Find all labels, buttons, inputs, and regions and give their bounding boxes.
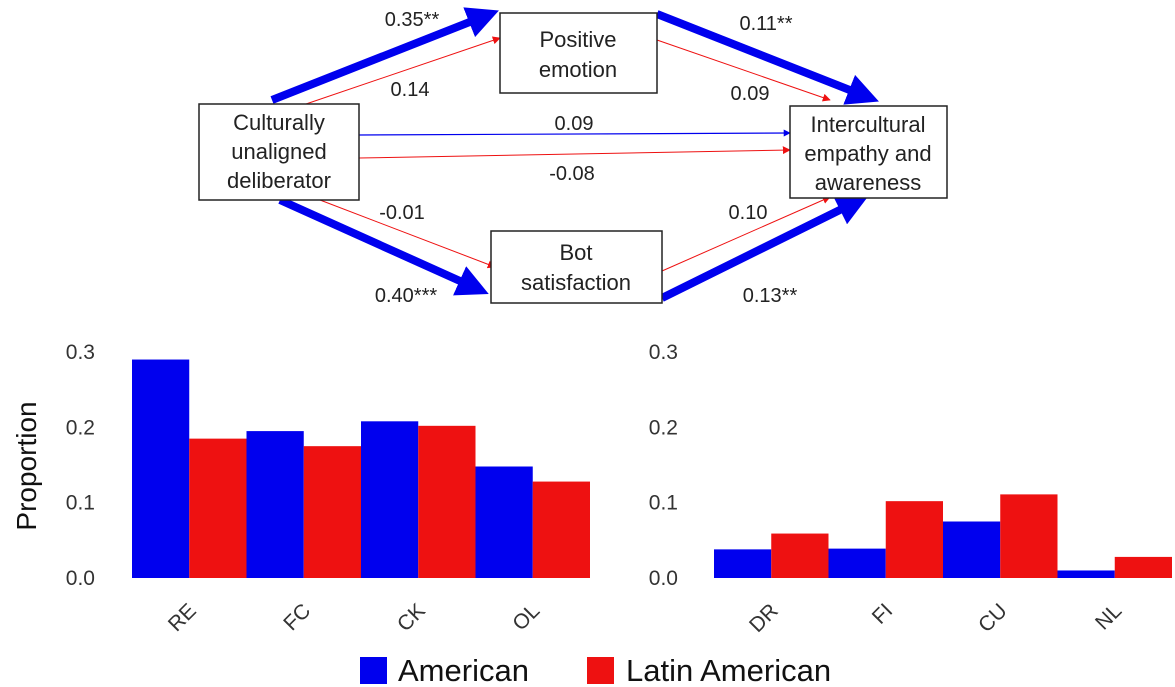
node-positive-emotion-line-2: emotion (539, 57, 617, 82)
legend-label-american: American (398, 653, 529, 687)
bar-chart-right: 0.0 0.1 0.2 0.3 DR FI CU NL (649, 341, 1172, 637)
path-american-cu-to-ic (358, 129, 791, 137)
bar-right-cu-latin-american (1000, 494, 1058, 578)
bar-right-dr-latin-american (771, 533, 829, 578)
x-tick-label-ol: OL (508, 599, 544, 635)
x-tick-label-fc: FC (279, 599, 315, 635)
x-tick-label-cu: CU (974, 599, 1012, 637)
path-american-bs-to-ic (660, 195, 869, 302)
node-bot-satisfaction-line-2: satisfaction (521, 270, 631, 295)
x-tick-label-ck: CK (393, 599, 430, 636)
y-tick-label-left-0: 0.0 (66, 567, 95, 590)
y-tick-label-right-3: 0.3 (649, 341, 678, 364)
node-positive-emotion (499, 12, 658, 94)
x-tick-label-re: RE (164, 599, 201, 636)
node-intercultural-line-2: empathy and (804, 141, 931, 166)
bar-right-fi-latin-american (885, 501, 943, 578)
y-tick-label-left-3: 0.3 (66, 341, 95, 364)
x-tick-label-dr: DR (745, 599, 783, 637)
bar-right-cu-american (943, 521, 1001, 578)
node-bot-satisfaction (490, 230, 663, 304)
legend: American Latin American (360, 653, 831, 687)
path-latin-cu-to-bs (319, 199, 496, 269)
bar-left-fc-latin-american (303, 446, 361, 578)
coef-american-cu-to-bs: 0.40*** (375, 285, 437, 307)
node-culturally-unaligned-line-3: deliberator (227, 168, 331, 193)
y-tick-label-right-0: 0.0 (649, 567, 678, 590)
path-diagram: Positive emotion Culturally unaligned de… (198, 7, 948, 307)
node-culturally-unaligned-line-2: unaligned (231, 139, 326, 164)
coef-american-cu-to-pe: 0.35** (385, 9, 440, 31)
bar-left-ck-latin-american (418, 425, 476, 578)
coef-latin-bs-to-ic: 0.10 (729, 202, 768, 224)
y-tick-label-left-2: 0.2 (66, 416, 95, 439)
y-axis-title: Proportion (11, 401, 42, 530)
x-tick-label-fi: FI (868, 599, 897, 628)
bar-left-ol-latin-american (532, 481, 590, 578)
coef-latin-cu-to-pe: 0.14 (391, 79, 430, 101)
y-tick-label-right-2: 0.2 (649, 416, 678, 439)
bar-chart-left: 0.0 0.1 0.2 0.3 RE FC CK OL (66, 341, 590, 636)
coef-latin-pe-to-ic: 0.09 (731, 83, 770, 105)
bar-left-re-american (132, 359, 190, 578)
node-bot-satisfaction-line-1: Bot (559, 240, 592, 265)
path-american-cu-to-bs (278, 196, 489, 296)
bar-left-fc-american (246, 431, 304, 578)
path-american-cu-to-pe (270, 7, 499, 104)
path-latin-pe-to-ic (656, 39, 831, 102)
path-latin-bs-to-ic (661, 196, 831, 272)
bar-right-dr-american (714, 549, 772, 578)
y-tick-label-right-1: 0.1 (649, 492, 678, 515)
legend-swatch-american (360, 657, 387, 684)
bar-left-re-latin-american (189, 438, 247, 578)
bar-right-nl-latin-american (1114, 556, 1172, 578)
node-intercultural-line-3: awareness (815, 170, 921, 195)
coef-american-bs-to-ic: 0.13** (743, 285, 798, 307)
coef-american-cu-to-ic: 0.09 (555, 113, 594, 135)
legend-swatch-latin-american (587, 657, 614, 684)
coef-american-pe-to-ic: 0.11** (739, 13, 792, 35)
legend-label-latin-american: Latin American (626, 653, 831, 687)
coef-latin-cu-to-ic: -0.08 (549, 163, 595, 185)
node-culturally-unaligned-line-1: Culturally (233, 110, 325, 135)
bar-left-ck-american (361, 421, 419, 578)
x-tick-label-nl: NL (1091, 599, 1126, 634)
node-positive-emotion-line-1: Positive (539, 27, 616, 52)
bar-right-nl-american (1057, 570, 1115, 578)
path-latin-cu-to-ic (358, 146, 791, 159)
bar-left-ol-american (475, 466, 533, 578)
coef-latin-cu-to-bs: -0.01 (379, 202, 425, 224)
bar-right-fi-american (828, 548, 886, 578)
y-tick-label-left-1: 0.1 (66, 492, 95, 515)
path-american-pe-to-ic (655, 10, 879, 105)
node-intercultural-line-1: Intercultural (811, 112, 926, 137)
path-latin-cu-to-pe (305, 36, 501, 105)
node-culturally-unaligned (198, 103, 360, 201)
node-intercultural (789, 105, 948, 199)
